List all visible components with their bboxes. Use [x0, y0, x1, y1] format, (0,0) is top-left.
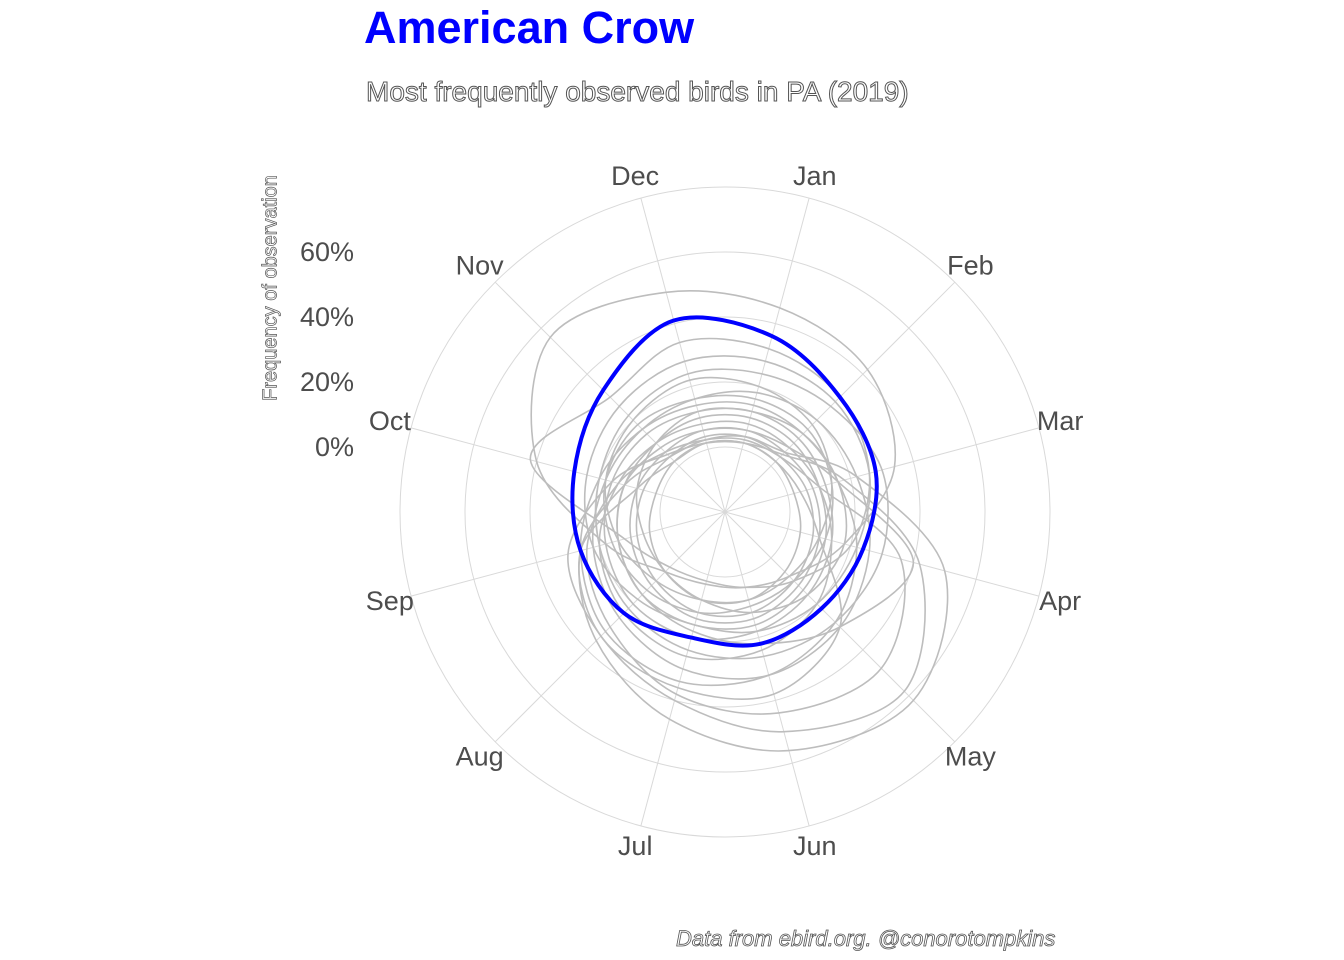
- grid-circle: [399, 186, 1051, 838]
- background-series-line: [648, 439, 802, 605]
- background-series-line: [591, 390, 871, 680]
- month-label-jun: Jun: [793, 831, 837, 861]
- chart-title: American Crow: [364, 2, 695, 53]
- grid-spoke: [724, 197, 810, 513]
- month-label-mar: Mar: [1037, 406, 1084, 436]
- background-series-line: [567, 440, 926, 733]
- grid-lines: [399, 186, 1051, 838]
- background-series-line: [578, 435, 949, 752]
- month-label-nov: Nov: [456, 251, 505, 281]
- grid-circle: [529, 316, 921, 708]
- grid-spoke: [410, 427, 726, 513]
- background-series-line: [530, 290, 896, 589]
- background-series-line: [598, 420, 833, 661]
- background-series-line: [603, 407, 834, 641]
- month-label-aug: Aug: [456, 741, 504, 771]
- y-tick-label: 0%: [315, 432, 354, 462]
- grid-spoke: [640, 197, 726, 513]
- month-label-dec: Dec: [611, 161, 659, 191]
- background-series-group: [529, 290, 949, 752]
- background-series-line: [604, 376, 833, 604]
- month-label-jan: Jan: [793, 161, 837, 191]
- grid-circle: [659, 446, 791, 578]
- background-series-line: [578, 439, 843, 700]
- y-tick-label: 20%: [300, 367, 354, 397]
- chart-subtitle: Most frequently observed birds in PA (20…: [366, 76, 910, 108]
- chart-caption: Data from ebird.org. @conorotompkins: [676, 926, 1056, 952]
- y-tick-label: 40%: [300, 302, 354, 332]
- highlight-series-line: [570, 315, 879, 648]
- grid-circle: [464, 251, 986, 773]
- month-label-apr: Apr: [1039, 586, 1081, 616]
- grid-spoke: [724, 511, 810, 827]
- background-series-line: [629, 426, 821, 624]
- background-series-line: [595, 368, 889, 660]
- month-label-may: May: [945, 741, 997, 771]
- month-label-sep: Sep: [366, 586, 414, 616]
- month-label-jul: Jul: [618, 831, 653, 861]
- y-tick-label: 60%: [300, 237, 354, 267]
- background-series-line: [635, 433, 815, 618]
- month-label-oct: Oct: [369, 406, 412, 436]
- month-label-feb: Feb: [947, 251, 994, 281]
